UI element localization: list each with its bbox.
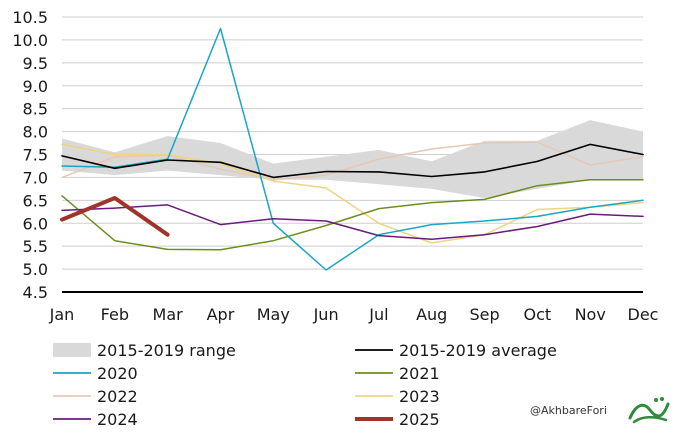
legend-item: 2021	[355, 364, 440, 383]
x-axis-ticks: Jan Feb Mar Apr May Jun Jul Aug Sep Oct Nov Dec	[49, 305, 659, 324]
y-tick-label: 5.0	[23, 260, 48, 279]
legend-label: 2021	[399, 364, 440, 383]
x-tick-label: Aug	[416, 305, 447, 324]
watermark: @AkhbareFori	[530, 394, 675, 430]
legend-item: 2023	[355, 387, 440, 406]
y-tick-label: 8.5	[23, 100, 48, 119]
y-tick-label: 9.0	[23, 77, 48, 96]
range-band	[62, 120, 643, 199]
legend-label: 2025	[399, 410, 440, 429]
legend-item: 2024	[53, 410, 138, 429]
x-tick-label: Sep	[469, 305, 499, 324]
series-line-2015-2019-average	[61, 143, 644, 179]
y-tick-label: 7.0	[23, 168, 48, 187]
x-tick-label: Jan	[49, 305, 75, 324]
y-axis-ticks: 10.5 10.0 9.5 9.0 8.5 8.0 7.5 7.0 6.5 6.0 5.5 5.0 4.…	[12, 8, 48, 302]
y-tick-label: 6.5	[23, 191, 48, 210]
x-tick-label: Dec	[628, 305, 659, 324]
series-line-2023	[61, 143, 644, 244]
legend-label: 2024	[97, 410, 138, 429]
x-tick-label: Apr	[207, 305, 235, 324]
series-line-2024	[61, 204, 644, 241]
legend-item: 2015-2019 average	[355, 341, 557, 360]
legend-label: 2020	[97, 364, 138, 383]
legend: 2015-2019 range 2015-2019 average 2020 2021…	[53, 341, 557, 429]
x-tick-label: Oct	[524, 305, 552, 324]
legend-label: 2022	[97, 387, 138, 406]
legend-item: 2015-2019 range	[53, 341, 236, 360]
grid-lines	[62, 16, 643, 293]
y-tick-label: 4.5	[23, 283, 48, 302]
range-band-area	[62, 120, 643, 199]
legend-item: 2025	[355, 410, 440, 429]
series-line-2022	[61, 141, 644, 181]
series-line-2020	[61, 27, 644, 271]
legend-item: 2020	[53, 364, 138, 383]
x-tick-label: Jul	[368, 305, 388, 324]
series-line-2021	[61, 178, 644, 251]
series-line-2025	[60, 196, 170, 237]
y-tick-label: 10.5	[12, 8, 48, 27]
x-tick-label: Mar	[153, 305, 184, 324]
legend-label: 2015-2019 range	[97, 341, 236, 360]
legend-swatch	[53, 343, 91, 357]
y-tick-label: 8.0	[23, 123, 48, 142]
legend-label: 2023	[399, 387, 440, 406]
y-tick-label: 9.5	[23, 54, 48, 73]
x-tick-label: Jun	[313, 305, 339, 324]
legend-label: 2015-2019 average	[399, 341, 557, 360]
x-tick-label: Feb	[101, 305, 129, 324]
watermark-handle: @AkhbareFori	[530, 404, 607, 417]
x-tick-label: May	[257, 305, 290, 324]
x-tick-label: Nov	[575, 305, 606, 324]
news-logo-icon	[628, 397, 670, 424]
y-tick-label: 10.0	[12, 31, 48, 50]
y-tick-label: 7.5	[23, 146, 48, 165]
series-lines	[60, 27, 644, 271]
y-tick-label: 6.0	[23, 214, 48, 233]
legend-item: 2022	[53, 387, 138, 406]
y-tick-label: 5.5	[23, 237, 48, 256]
